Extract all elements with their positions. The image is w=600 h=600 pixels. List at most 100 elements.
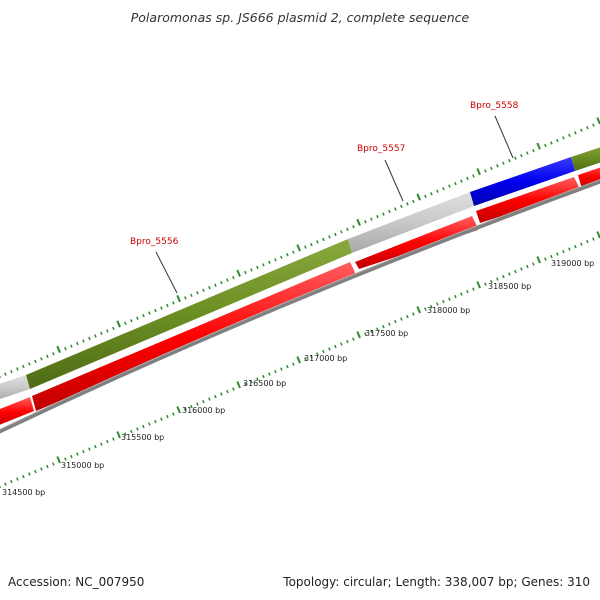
minor-tick (550, 141, 553, 145)
minor-tick (436, 302, 439, 306)
minor-tick (406, 202, 409, 206)
bp-label: 315000 bp (61, 461, 104, 470)
minor-tick (496, 164, 499, 168)
minor-tick (400, 204, 403, 209)
minor-tick (250, 379, 253, 384)
minor-tick (4, 372, 7, 376)
minor-tick (172, 301, 175, 305)
gene-label-bpro-5556[interactable]: Bpro_5556 (130, 237, 179, 247)
minor-tick (136, 427, 139, 431)
backbone-line-highlight (0, 179, 600, 430)
minor-tick (136, 316, 139, 320)
cds-arrow-left[interactable] (0, 397, 34, 427)
minor-tick (346, 227, 349, 231)
outer-tick-ring (0, 117, 600, 378)
minor-tick (346, 339, 349, 344)
minor-tick (196, 291, 199, 295)
minor-tick (442, 186, 445, 191)
accession-text: Accession: NC_007950 (8, 575, 145, 589)
minor-tick (370, 329, 373, 334)
minor-tick (202, 288, 205, 292)
minor-tick (472, 287, 475, 291)
major-tick (236, 269, 241, 277)
minor-tick (544, 143, 547, 148)
minor-tick (148, 311, 151, 315)
minor-tick (592, 237, 595, 241)
minor-tick (466, 289, 469, 294)
major-tick (536, 142, 541, 150)
minor-tick (256, 265, 259, 270)
minor-tick (370, 217, 373, 221)
leader-line-bpro-5557 (384, 159, 404, 202)
gene-label-bpro-5558[interactable]: Bpro_5558 (470, 101, 519, 111)
minor-tick (202, 399, 205, 404)
minor-tick (562, 136, 565, 140)
leader-line-bpro-5558 (494, 115, 514, 159)
minor-tick (226, 389, 229, 394)
gene-label-bpro-5557[interactable]: Bpro_5557 (357, 144, 405, 154)
minor-tick (508, 159, 511, 163)
minor-tick (412, 199, 415, 204)
minor-tick (556, 252, 559, 256)
minor-tick (352, 225, 355, 229)
minor-tick (64, 347, 67, 351)
major-tick (176, 406, 181, 414)
minor-tick (532, 262, 535, 266)
minor-tick (454, 294, 457, 299)
bp-label: 317000 bp (304, 354, 347, 363)
cds-arrow-2[interactable] (355, 216, 478, 269)
bp-label: 318000 bp (427, 306, 470, 315)
minor-tick (28, 472, 31, 476)
minor-tick (388, 322, 391, 326)
minor-tick (532, 148, 535, 153)
minor-tick (46, 464, 49, 469)
gene-segment-gray-left[interactable] (0, 375, 30, 401)
gene-segment-bpro-5558[interactable] (470, 157, 575, 206)
minor-tick (382, 324, 385, 329)
major-tick (416, 306, 421, 314)
minor-tick (154, 308, 157, 313)
minor-tick (472, 174, 475, 178)
minor-tick (40, 357, 43, 361)
minor-tick (382, 212, 385, 216)
gene-segment-bpro-5556[interactable] (26, 239, 352, 389)
minor-tick (214, 283, 217, 287)
gene-segment-bpro-5557[interactable] (348, 192, 474, 253)
minor-tick (304, 245, 307, 249)
cds-arrow-1[interactable] (32, 262, 356, 411)
minor-tick (322, 349, 325, 354)
minor-tick (388, 209, 391, 214)
minor-tick (100, 442, 103, 446)
minor-tick (106, 439, 109, 444)
cds-arrow-3[interactable] (476, 177, 580, 223)
minor-tick (442, 299, 445, 304)
minor-tick (184, 407, 187, 411)
minor-tick (88, 447, 91, 451)
minor-tick (586, 126, 589, 130)
minor-tick (520, 153, 523, 158)
minor-tick (184, 296, 187, 300)
minor-tick (34, 469, 37, 474)
minor-tick (544, 257, 547, 261)
major-tick (56, 456, 61, 464)
minor-tick (190, 293, 193, 298)
bp-label: 316500 bp (243, 379, 286, 388)
leader-line-bpro-5556 (155, 251, 178, 294)
minor-tick (88, 336, 91, 341)
minor-tick (22, 474, 25, 479)
minor-tick (52, 462, 55, 466)
minor-tick (340, 230, 343, 234)
minor-tick (550, 254, 553, 259)
minor-tick (424, 307, 427, 311)
inner-tick-ring (0, 231, 600, 488)
minor-tick (166, 414, 169, 419)
minor-tick (70, 454, 73, 459)
major-tick (536, 256, 541, 264)
minor-tick (220, 280, 223, 285)
minor-tick (334, 344, 337, 349)
minor-tick (46, 354, 49, 358)
bp-label: 318500 bp (488, 282, 531, 291)
minor-tick (406, 314, 409, 319)
minor-tick (376, 327, 379, 331)
gene-segment-olive-right[interactable] (571, 144, 600, 171)
